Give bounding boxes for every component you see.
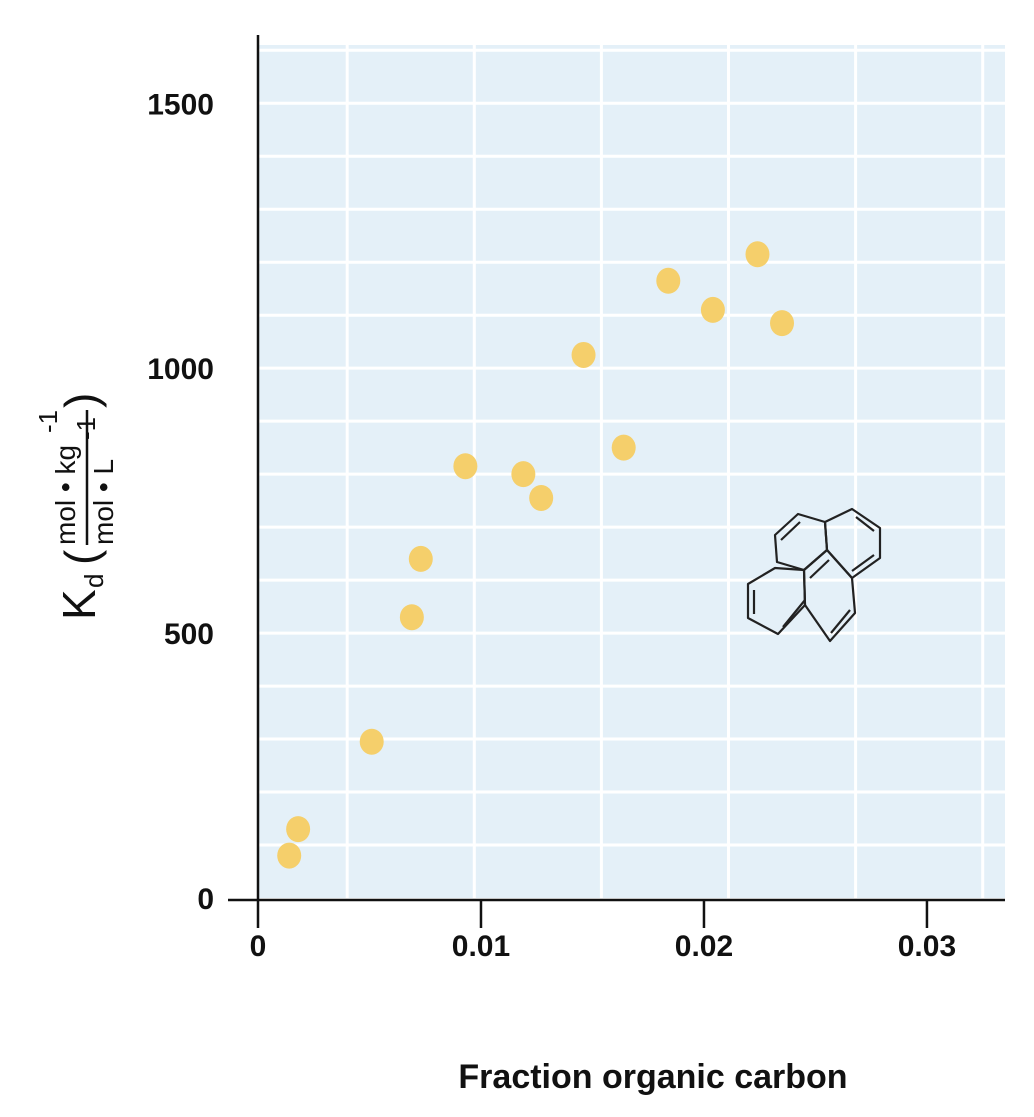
- data-point: [399, 604, 424, 631]
- data-point: [656, 267, 681, 294]
- data-point: [359, 728, 384, 755]
- data-point: [770, 310, 795, 337]
- y-axis-open-paren: (: [55, 549, 107, 565]
- y-tick-label: 500: [164, 618, 214, 651]
- data-point: [453, 453, 478, 480]
- x-tick-label: 0.01: [452, 930, 510, 963]
- y-axis-numerator: mol • kg: [50, 445, 81, 545]
- y-axis-close-paren: ): [55, 393, 107, 408]
- data-point: [571, 341, 596, 368]
- data-point: [700, 296, 725, 323]
- x-tick-label: 0.03: [898, 930, 956, 963]
- x-tick-label: 0: [250, 930, 267, 963]
- y-axis-denominator: mol • L: [88, 459, 119, 545]
- y-axis-title: K d ( mol • kg -1 mol • L -1 ): [33, 393, 119, 620]
- y-axis-symbol: K: [53, 589, 105, 620]
- data-points: [277, 241, 795, 869]
- y-tick-label: 1500: [147, 88, 214, 121]
- data-point: [408, 545, 433, 572]
- data-point: [611, 434, 636, 461]
- pyrene-structure-icon: [746, 507, 882, 643]
- y-axis-numerator-exp: -1: [33, 410, 63, 433]
- data-point: [511, 461, 536, 488]
- y-axis-denominator-exp: -1: [71, 417, 101, 440]
- y-axis-subscript: d: [79, 574, 109, 588]
- x-axis-title: Fraction organic carbon: [458, 1058, 847, 1096]
- data-point: [286, 816, 311, 843]
- plot-area: [258, 45, 1005, 898]
- data-point: [745, 241, 770, 268]
- y-tick-label: 1000: [147, 353, 214, 386]
- y-tick-label: 0: [197, 883, 214, 916]
- data-point: [277, 842, 302, 869]
- data-point: [529, 484, 554, 511]
- axes: [228, 35, 1005, 928]
- x-tick-label: 0.02: [675, 930, 733, 963]
- tick-labels: 0 0.01 0.02 0.03 0 500 1000 1500: [147, 88, 956, 963]
